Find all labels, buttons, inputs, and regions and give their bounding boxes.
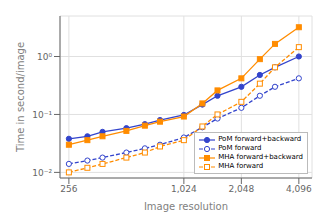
svg-text:10⁰: 10⁰ [37, 52, 52, 62]
svg-text:Time in second/image: Time in second/image [15, 42, 26, 153]
html-text:MHA forward: MHA forward [218, 162, 264, 170]
svg-text:2,048: 2,048 [228, 184, 254, 194]
svg-text:256: 256 [60, 184, 77, 194]
svg-text:1,024: 1,024 [171, 184, 197, 194]
html-text:PoM forward: PoM forward [218, 144, 262, 152]
html-text:PoM forward+backward: PoM forward+backward [218, 135, 302, 143]
svg-text:Image resolution: Image resolution [144, 201, 228, 212]
svg-text:10⁻²: 10⁻² [32, 168, 52, 178]
svg-text:4,096: 4,096 [286, 184, 312, 194]
html-text:MHA forward+backward: MHA forward+backward [218, 153, 303, 161]
svg-text:10⁻¹: 10⁻¹ [32, 110, 52, 120]
